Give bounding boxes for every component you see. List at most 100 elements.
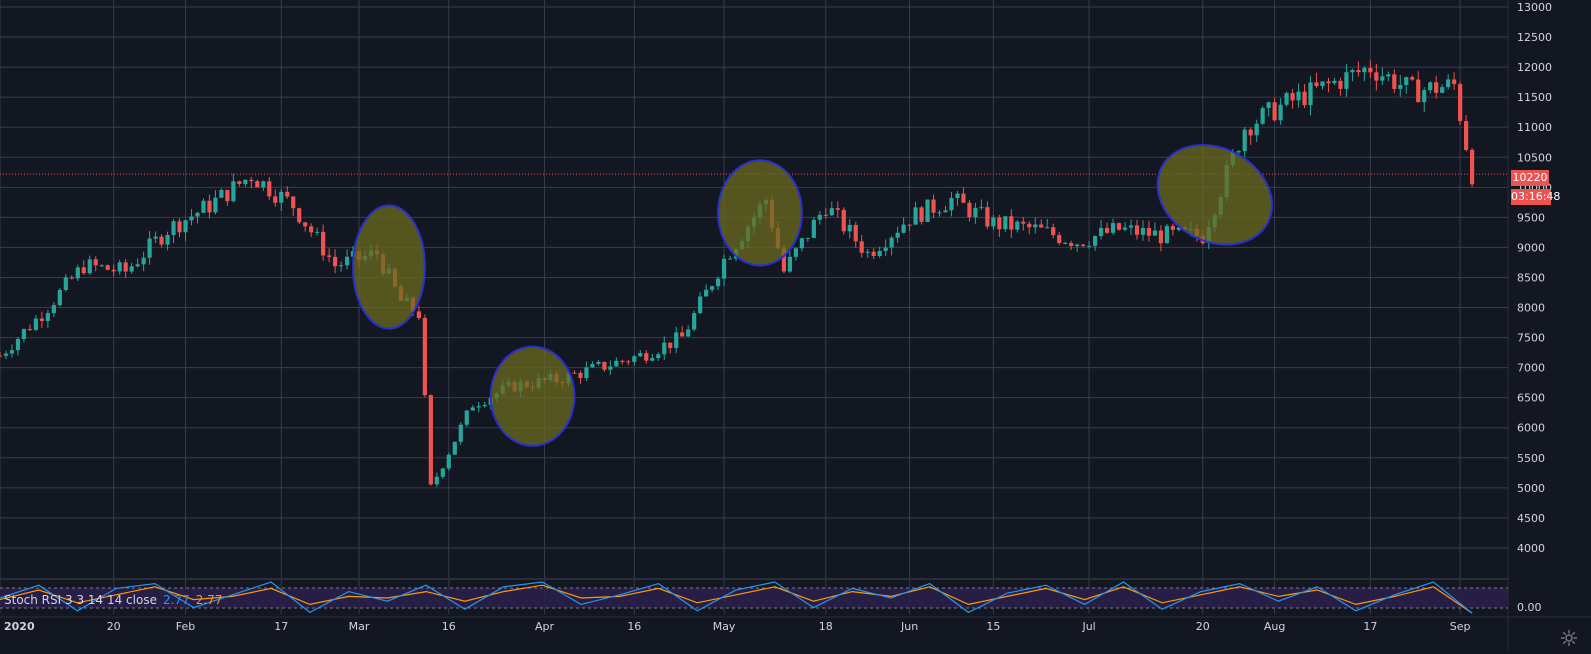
candle-body	[979, 207, 984, 209]
candle-body	[985, 207, 990, 227]
candle-body	[650, 358, 655, 361]
candle-body	[1302, 91, 1307, 106]
price-tick-label: 4000	[1517, 542, 1545, 555]
candle-body	[1362, 68, 1367, 73]
price-tick-label: 10500	[1517, 151, 1552, 164]
price-tick-label: 4500	[1517, 512, 1545, 525]
candle-body	[955, 193, 960, 199]
candle-body	[871, 251, 876, 257]
candle-body	[787, 256, 792, 272]
candle-body	[877, 250, 882, 257]
candle-body	[1278, 104, 1283, 121]
candle-body	[303, 222, 308, 227]
candle-body	[339, 265, 344, 267]
price-tick-label: 7500	[1517, 332, 1545, 345]
candle-body	[87, 259, 92, 274]
price-tick-label: 12000	[1517, 61, 1552, 74]
candle-body	[1015, 221, 1020, 230]
candle-body	[1140, 227, 1146, 235]
candle-body	[1308, 82, 1313, 106]
candle-body	[1464, 121, 1469, 150]
stoch-k-line	[0, 581, 1473, 614]
candle-body	[943, 210, 948, 213]
candle-body	[1063, 242, 1068, 244]
candle-body	[261, 181, 266, 188]
candle-body	[1003, 216, 1008, 230]
time-tick-label: 17	[274, 620, 288, 633]
price-tick-label: 9500	[1517, 211, 1545, 224]
candle-body	[1176, 227, 1181, 230]
candle-body	[93, 259, 98, 266]
candle-body	[1081, 244, 1086, 246]
candle-body	[213, 197, 218, 213]
candle-body	[1368, 68, 1373, 73]
candle-body	[141, 257, 146, 265]
candle-body	[446, 454, 451, 469]
candle-body	[189, 216, 194, 221]
price-tick-label: 11000	[1517, 121, 1552, 134]
candle-body	[1128, 225, 1134, 228]
candle-body	[895, 232, 900, 238]
candle-body	[171, 221, 176, 235]
price-tick-label: 13000	[1517, 1, 1552, 14]
candle-body	[1116, 223, 1122, 230]
candle-body	[9, 350, 15, 354]
candle-body	[590, 364, 595, 368]
candle-body	[937, 212, 942, 214]
candle-body	[135, 264, 140, 267]
candle-body	[1069, 242, 1074, 247]
candle-body	[1248, 129, 1253, 136]
price-tick-label: 6500	[1517, 392, 1545, 405]
candle-body	[698, 296, 703, 314]
candle-body	[1098, 227, 1104, 237]
candle-body	[829, 208, 834, 216]
stoch-rsi-legend[interactable]: Stoch RSI 3 3 14 14 close 2.77 2.77	[4, 593, 222, 607]
candle-body	[704, 289, 709, 297]
candle-body	[57, 289, 62, 306]
candle-body	[1434, 82, 1439, 93]
time-tick-label: Jul	[1081, 620, 1095, 633]
candle-body	[1332, 80, 1337, 84]
candle-body	[231, 181, 236, 202]
candle-body	[841, 209, 846, 232]
candle-body	[793, 248, 798, 257]
candle-body	[452, 441, 457, 455]
candle-body	[1110, 223, 1116, 233]
candle-body	[1314, 82, 1319, 86]
stoch-rsi-name: Stoch RSI 3 3 14 14 close	[4, 593, 157, 607]
candle-body	[470, 407, 475, 411]
candle-body	[129, 266, 134, 272]
candle-body	[1422, 90, 1427, 103]
candle-body	[799, 238, 804, 249]
candle-body	[1392, 74, 1397, 89]
candle-body	[1320, 81, 1325, 86]
candle-body	[39, 318, 44, 322]
candle-body	[1326, 81, 1331, 84]
candle-body	[692, 313, 697, 330]
candle-body	[1404, 77, 1409, 86]
candle-body	[859, 241, 864, 253]
candle-body	[638, 353, 643, 357]
candle-body	[1027, 223, 1032, 228]
stoch-band	[0, 588, 1508, 608]
candle-body	[219, 189, 224, 198]
stoch-axis-label: 0.00	[1517, 601, 1542, 614]
candle-body	[596, 361, 601, 365]
candle-body	[434, 476, 439, 485]
candle-body	[333, 256, 338, 267]
candle-body	[811, 219, 816, 238]
candle-body	[315, 231, 320, 233]
candle-body	[476, 406, 481, 408]
candle-body	[865, 251, 870, 253]
candle-body	[1380, 76, 1385, 81]
stoch-rsi-d-value: 2.77	[195, 593, 223, 607]
candle-body	[440, 468, 445, 477]
candle-body	[291, 196, 296, 209]
candle-body	[632, 356, 637, 362]
gear-icon[interactable]	[1560, 629, 1578, 647]
candle-body	[1134, 225, 1140, 235]
candle-body	[1386, 74, 1391, 77]
candle-body	[1104, 227, 1110, 233]
